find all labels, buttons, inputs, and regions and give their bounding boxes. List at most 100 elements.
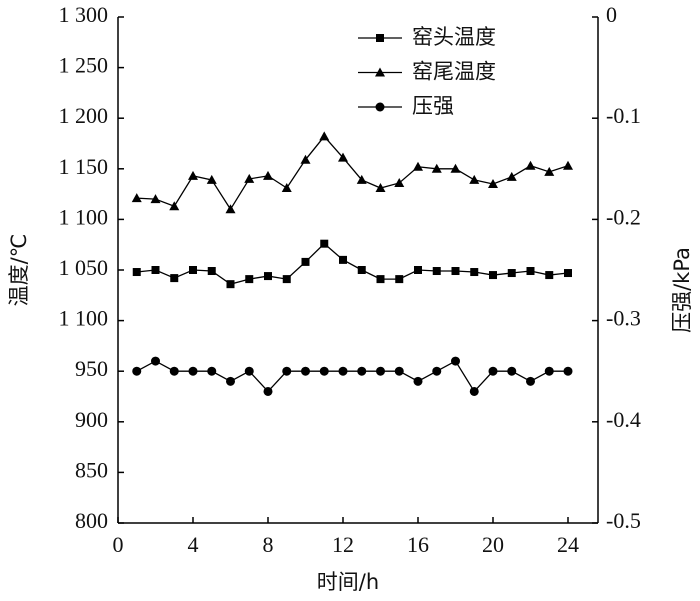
marker-circle (282, 366, 292, 376)
x-tick-label: 16 (407, 532, 429, 557)
marker-circle (432, 366, 442, 376)
marker-square (170, 274, 179, 283)
y-tick-label: 950 (75, 356, 108, 381)
marker-circle (301, 366, 310, 376)
marker-circle (357, 366, 367, 376)
legend-label: 压强 (412, 94, 454, 118)
marker-square (245, 275, 254, 284)
marker-square (207, 267, 216, 276)
marker-triangle (188, 170, 198, 180)
marker-circle (188, 366, 198, 376)
marker-circle (413, 376, 423, 386)
marker-square (526, 267, 535, 276)
marker-square (357, 266, 366, 274)
y2-tick-label: -0.2 (606, 204, 641, 229)
marker-square (264, 272, 272, 281)
y-tick-label: 900 (75, 407, 108, 432)
marker-triangle (150, 194, 161, 204)
marker-circle (451, 356, 460, 366)
marker-triangle (281, 183, 292, 193)
marker-square (432, 267, 441, 276)
y2-axis-label: 压强/kPa (670, 247, 694, 333)
y-tick-label: 1 300 (59, 2, 109, 27)
y2-tick-label: -0.5 (606, 508, 641, 533)
x-tick-label: 12 (332, 532, 354, 557)
x-tick-label: 20 (482, 532, 504, 557)
series-line (136, 242, 569, 285)
marker-circle (563, 366, 573, 376)
marker-triangle (563, 160, 573, 170)
marker-circle (375, 102, 385, 112)
marker-circle (338, 366, 348, 376)
y-tick-label: 1 200 (59, 103, 109, 128)
marker-circle (132, 366, 142, 376)
marker-triangle (300, 154, 311, 164)
series-line (136, 360, 568, 393)
marker-circle (169, 366, 179, 376)
marker-triangle (225, 204, 236, 214)
x-axis-label: 时间/h (317, 570, 379, 594)
marker-triangle (431, 163, 442, 173)
marker-triangle (263, 170, 273, 180)
y-tick-label: 800 (75, 508, 108, 533)
marker-circle (526, 376, 535, 386)
marker-triangle (544, 166, 555, 176)
legend-label: 窑头温度 (412, 25, 496, 49)
marker-square (189, 266, 197, 274)
marker-square (470, 268, 479, 277)
marker-square (301, 257, 310, 266)
marker-square (395, 275, 404, 284)
marker-square (226, 280, 235, 289)
marker-circle (394, 366, 404, 376)
marker-triangle (356, 174, 367, 184)
marker-circle (244, 366, 254, 376)
x-tick-label: 8 (263, 532, 274, 557)
x-tick-label: 24 (557, 532, 579, 557)
y-tick-label: 1 100 (59, 306, 109, 331)
y-tick-label: 1 150 (59, 154, 109, 179)
marker-square (414, 266, 422, 274)
marker-triangle (525, 160, 536, 170)
marker-triangle (506, 171, 517, 181)
marker-triangle (450, 163, 461, 173)
marker-triangle (375, 67, 385, 77)
marker-triangle (169, 201, 180, 211)
marker-square (545, 271, 554, 280)
y-tick-label: 1 050 (59, 255, 109, 280)
marker-circle (226, 376, 235, 386)
marker-triangle (488, 178, 498, 188)
marker-circle (544, 366, 554, 376)
y2-tick-label: 0 (606, 2, 617, 27)
marker-square (132, 268, 141, 277)
x-tick-label: 4 (188, 532, 199, 557)
x-tick-label: 0 (113, 532, 124, 557)
marker-triangle (319, 131, 330, 141)
marker-square (564, 269, 572, 278)
marker-triangle (394, 177, 405, 187)
marker-circle (319, 366, 329, 376)
marker-square (376, 275, 385, 284)
y-tick-label: 1 250 (59, 53, 109, 78)
marker-square (151, 266, 160, 274)
marker-square (451, 267, 460, 276)
series-line (136, 135, 569, 211)
marker-circle (469, 386, 479, 396)
marker-triangle (375, 183, 386, 193)
marker-circle (507, 366, 517, 376)
marker-triangle (206, 174, 217, 184)
marker-triangle (469, 174, 480, 184)
legend-label: 窑尾温度 (412, 60, 496, 84)
marker-circle (376, 366, 385, 376)
marker-square (339, 255, 347, 264)
y-axis-label: 温度/℃ (7, 234, 31, 307)
y-tick-label: 850 (75, 457, 108, 482)
y2-tick-label: -0.1 (606, 103, 641, 128)
y2-tick-label: -0.3 (606, 306, 641, 331)
marker-triangle (244, 173, 255, 183)
marker-circle (207, 366, 217, 376)
marker-square (376, 34, 384, 42)
marker-triangle (338, 152, 348, 162)
marker-square (507, 269, 516, 278)
marker-triangle (131, 193, 142, 203)
